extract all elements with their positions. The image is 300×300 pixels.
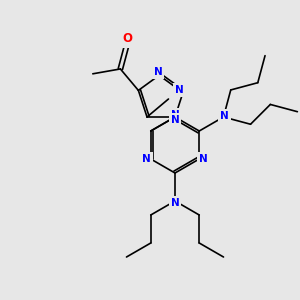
Text: N: N bbox=[220, 111, 229, 121]
Text: N: N bbox=[154, 67, 162, 77]
Text: N: N bbox=[142, 154, 151, 164]
Text: N: N bbox=[171, 110, 179, 120]
Text: N: N bbox=[171, 198, 179, 208]
Text: N: N bbox=[199, 154, 208, 164]
Text: N: N bbox=[171, 115, 179, 125]
Text: N: N bbox=[175, 85, 184, 95]
Text: O: O bbox=[123, 32, 133, 45]
